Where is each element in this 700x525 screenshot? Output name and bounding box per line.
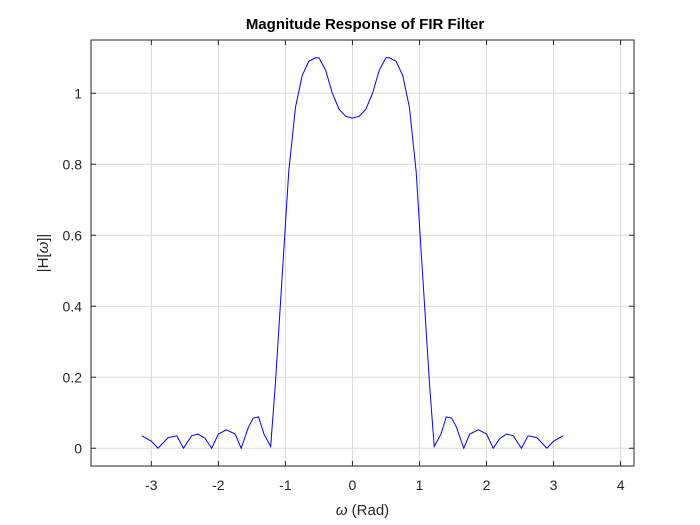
x-axis-label-text: (Rad) xyxy=(348,502,390,519)
grid-layer xyxy=(91,40,634,466)
chart-title: Magnitude Response of FIR Filter xyxy=(246,16,485,33)
series-line xyxy=(141,57,564,450)
plot-frame xyxy=(90,39,635,467)
x-tick-label: -2 xyxy=(212,477,225,493)
x-tick-label: 3 xyxy=(550,477,558,493)
y-tick-label: 0 xyxy=(74,440,82,456)
y-tick-label: 1 xyxy=(74,85,82,101)
x-axis-label: ω (Rad) xyxy=(336,502,389,519)
x-tick-label: 2 xyxy=(483,477,491,493)
y-tick-label: 0.2 xyxy=(63,369,83,385)
axis-ticks: -3 -2 -1 0 1 2 3 4 0 0.2 0.4 0.6 0.8 1 xyxy=(63,40,634,493)
y-axis-label-suffix: ]| xyxy=(35,234,52,242)
y-tick-label: 0.8 xyxy=(63,156,83,172)
x-tick-label: 4 xyxy=(617,477,625,493)
y-axis-label-prefix: |H[ xyxy=(35,253,52,273)
x-tick-label: 1 xyxy=(416,477,424,493)
x-tick-label: -3 xyxy=(145,477,158,493)
y-tick-label: 0.6 xyxy=(63,227,83,243)
x-tick-label: 0 xyxy=(349,477,357,493)
series-layer xyxy=(141,57,564,450)
y-axis-label-symbol: ω xyxy=(35,241,52,253)
x-axis-label-symbol: ω xyxy=(336,502,348,519)
x-tick-label: -1 xyxy=(279,477,292,493)
y-tick-label: 0.4 xyxy=(63,298,83,314)
y-axis-label: |H[ω]| xyxy=(35,234,52,273)
